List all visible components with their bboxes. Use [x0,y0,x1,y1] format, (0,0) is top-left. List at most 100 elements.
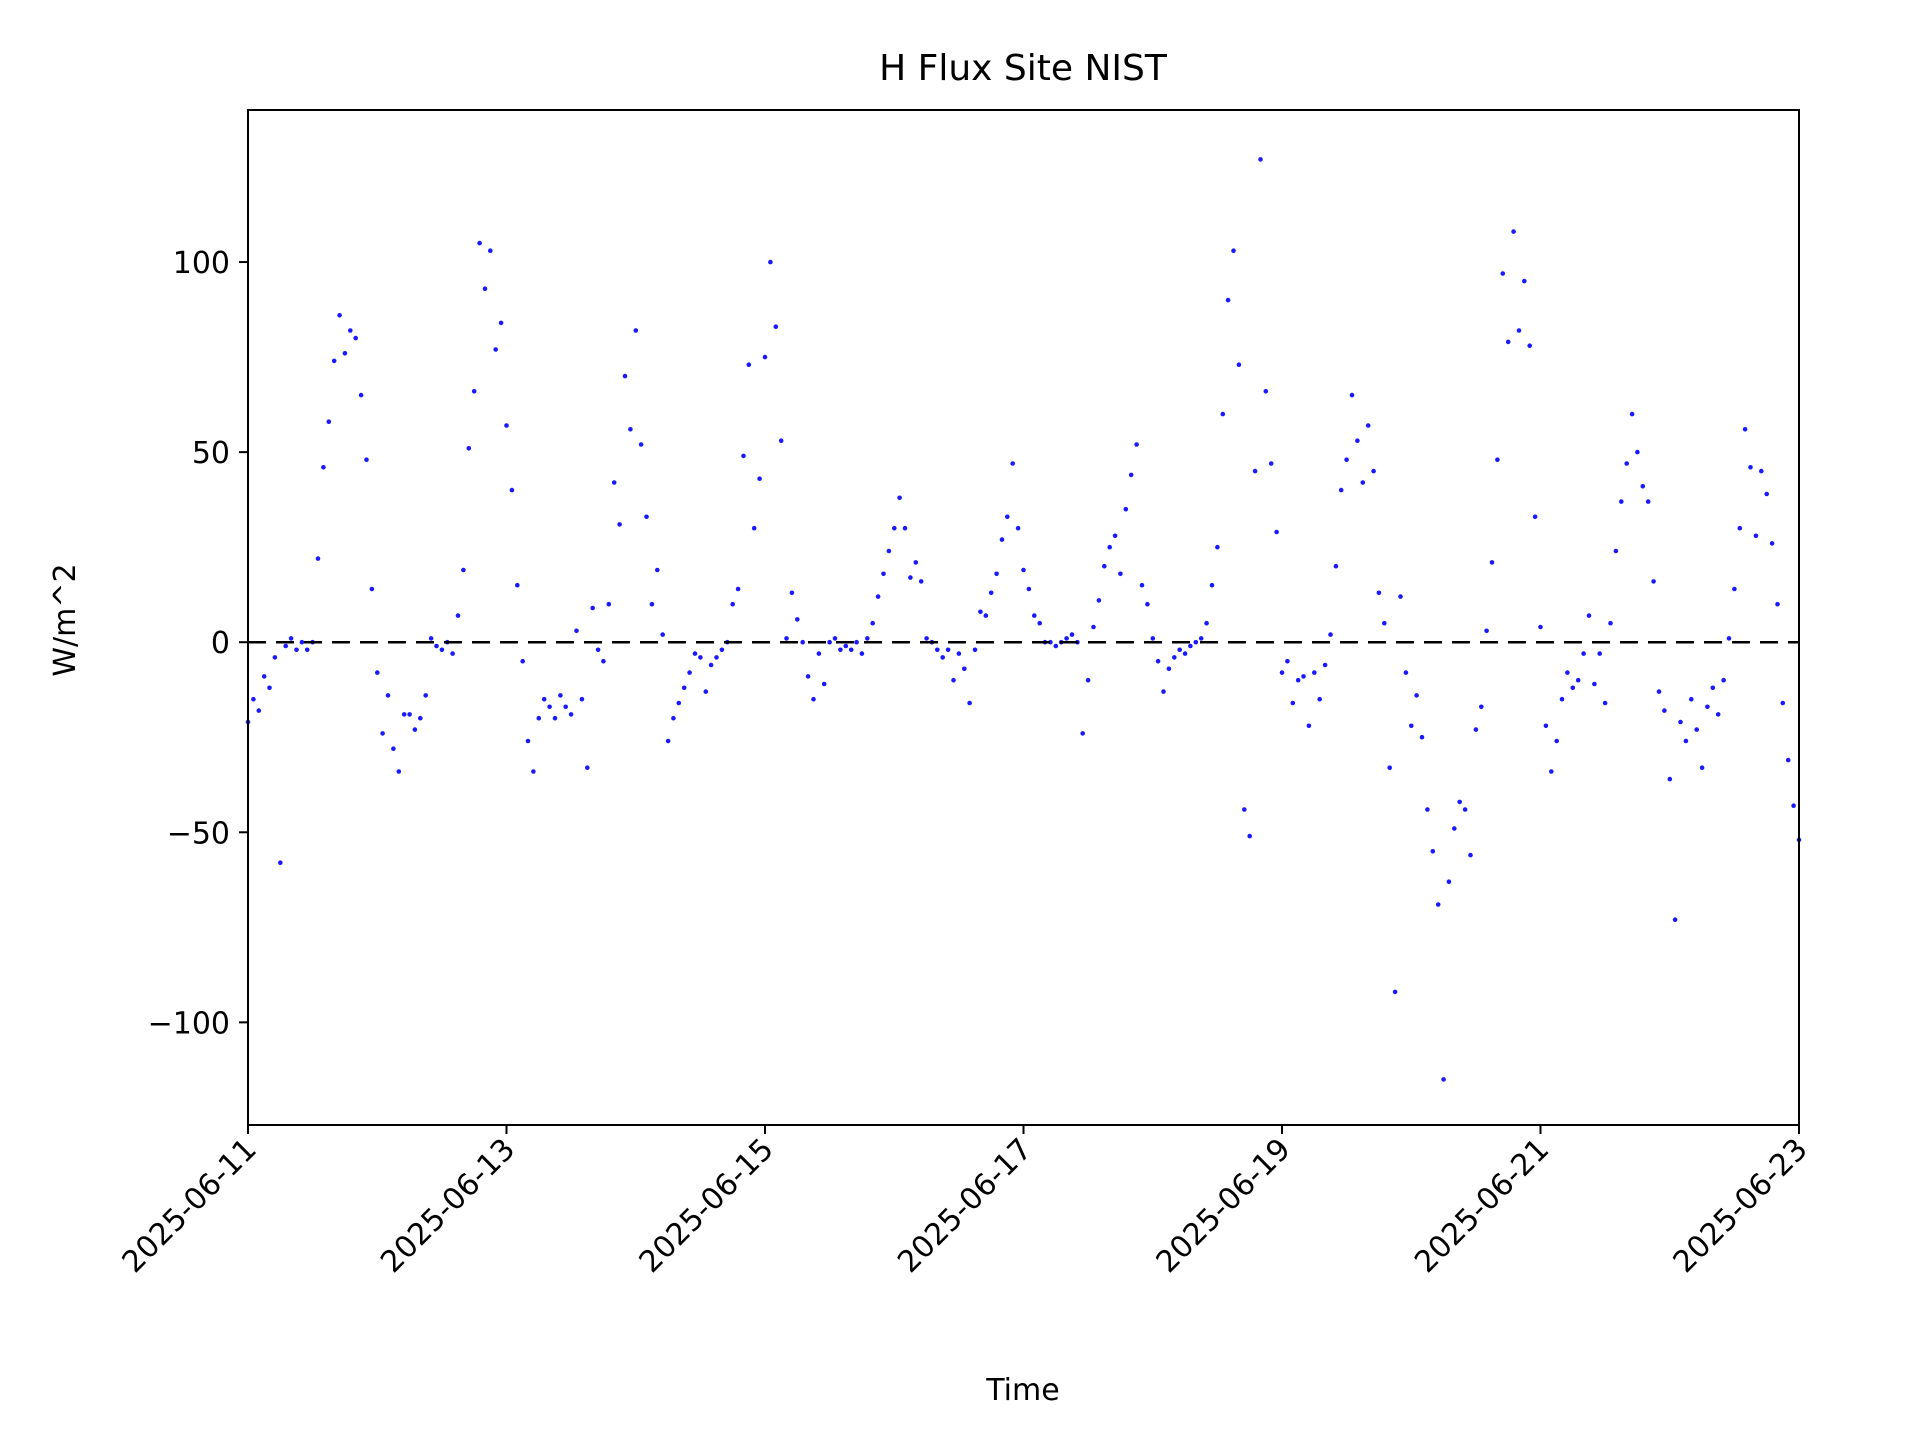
data-point [1678,719,1683,725]
data-point [1640,484,1646,489]
data-point [1360,480,1366,485]
data-point [1699,765,1705,770]
data-point [385,693,391,698]
data-point [1570,685,1576,691]
data-point [1252,468,1258,474]
data-point [1538,624,1543,630]
data-point [439,647,445,653]
data-point [261,674,267,679]
data-point [1279,670,1285,675]
data-point [342,351,348,356]
x-axis-label: Time [985,1373,1059,1408]
data-point [698,655,703,660]
data-point [380,731,385,736]
data-point [272,655,278,660]
data-point [1349,392,1355,398]
data-point [784,636,789,641]
data-point [1118,571,1123,577]
data-point [455,613,461,618]
data-point [827,639,832,645]
data-point [1285,658,1290,664]
data-point [515,582,520,588]
data-point [1107,544,1112,550]
data-point [1053,643,1059,649]
data-point [288,636,294,641]
data-point [1651,579,1656,584]
data-point [773,324,779,330]
data-point [1619,499,1624,504]
data-point [1710,685,1716,691]
data-point [1295,677,1301,683]
data-point [1602,700,1608,706]
data-point [892,525,897,531]
data-point [1209,582,1215,588]
data-point [913,560,919,565]
data-point [1532,514,1538,520]
data-point [1069,632,1075,637]
data-point [1317,696,1322,702]
data-point [1338,487,1344,493]
data-point [703,689,709,694]
data-point [1430,849,1436,854]
data-point [1150,636,1156,641]
data-point [418,715,423,721]
data-point [1328,632,1333,637]
data-point [924,636,929,641]
data-point [1586,613,1592,618]
data-point [471,389,477,394]
data-point [1026,586,1032,592]
data-point [945,647,951,653]
data-point [1683,738,1689,744]
data-point [999,537,1005,542]
data-point [681,685,687,691]
data-point [1435,902,1441,907]
data-point [1037,620,1042,626]
data-point [315,556,321,561]
data-point [1441,1077,1446,1082]
data-point [1565,670,1570,675]
data-point [816,651,822,656]
data-point [1473,727,1479,732]
data-point [1242,807,1247,812]
data-point [735,586,741,592]
data-point [498,320,504,326]
data-point [364,457,369,463]
data-point [1597,651,1602,656]
data-point [708,662,714,668]
data-point [520,658,525,664]
data-point [1446,879,1452,884]
data-point [606,601,612,607]
data-point [1753,533,1759,539]
data-point [1694,727,1699,732]
data-point [1624,461,1629,466]
data-point [1484,628,1489,634]
data-point [1312,670,1317,675]
data-point [493,347,499,352]
data-point [1015,525,1021,531]
data-point [337,313,342,318]
data-point [461,567,466,573]
data-point [1403,670,1409,675]
data-point [1005,514,1010,520]
data-point [590,605,595,611]
data-point [428,636,434,641]
data-point [1344,457,1349,463]
data-point [477,240,482,246]
data-point [1198,636,1204,641]
data-point [870,620,875,626]
data-point [326,419,332,425]
data-point [1635,449,1640,455]
data-point [1629,411,1635,417]
data-point [1096,598,1102,603]
data-point [1409,723,1414,729]
data-point [1489,560,1495,565]
data-point [800,639,805,645]
data-point [1705,704,1710,710]
data-point [638,442,644,447]
data-points [245,157,1802,1082]
data-point [628,427,633,432]
data-point [1414,693,1419,698]
data-point [1398,594,1403,599]
data-point [757,476,762,482]
